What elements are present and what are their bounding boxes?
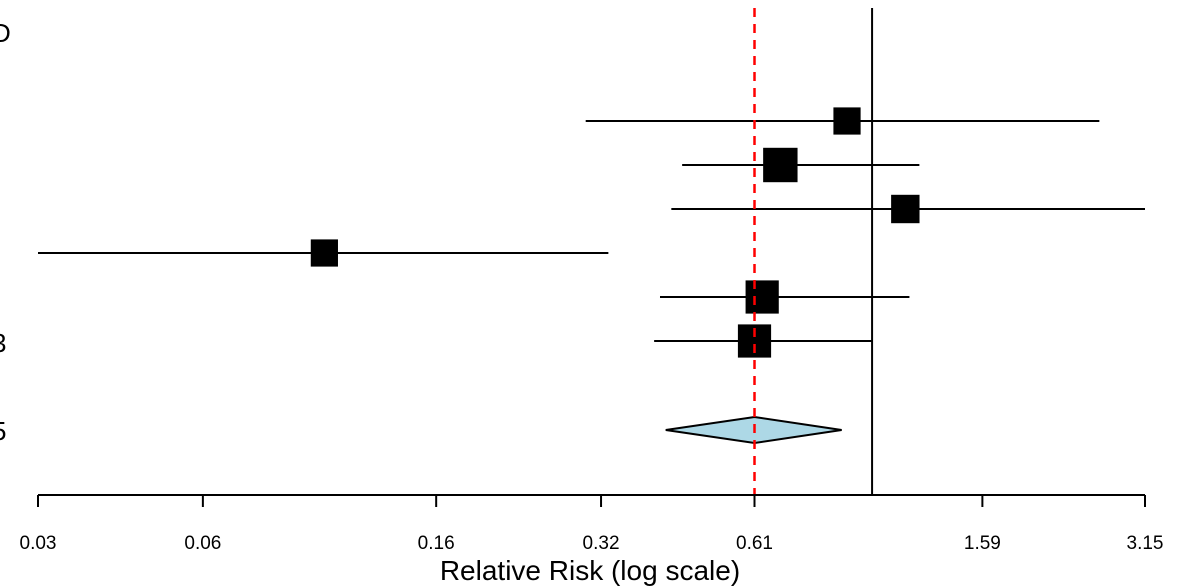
x-tick-label: 0.03 bbox=[20, 533, 57, 554]
study-point bbox=[310, 239, 338, 267]
x-tick-label: 0.32 bbox=[583, 533, 620, 554]
study-point bbox=[891, 194, 920, 224]
row-label-top: D bbox=[0, 18, 11, 48]
x-axis-title: Relative Risk (log scale) bbox=[440, 555, 740, 586]
x-axis: 0.03 0.06 0.16 0.32 0.61 1.59 3.15 bbox=[20, 494, 1164, 554]
x-tick-label: 1.59 bbox=[964, 533, 1001, 554]
study-point bbox=[745, 280, 779, 314]
row-label-summary: 5 bbox=[0, 416, 6, 446]
plot-area bbox=[38, 8, 1145, 495]
x-tick-label: 0.06 bbox=[184, 533, 221, 554]
x-tick-label: 0.61 bbox=[736, 533, 773, 554]
study-point bbox=[763, 147, 798, 183]
x-tick-label: 3.15 bbox=[1127, 533, 1164, 554]
x-tick-label: 0.16 bbox=[418, 533, 455, 554]
study-point bbox=[833, 107, 861, 135]
row-labels: D 3 5 bbox=[0, 18, 11, 446]
row-label-middle: 3 bbox=[0, 328, 6, 358]
